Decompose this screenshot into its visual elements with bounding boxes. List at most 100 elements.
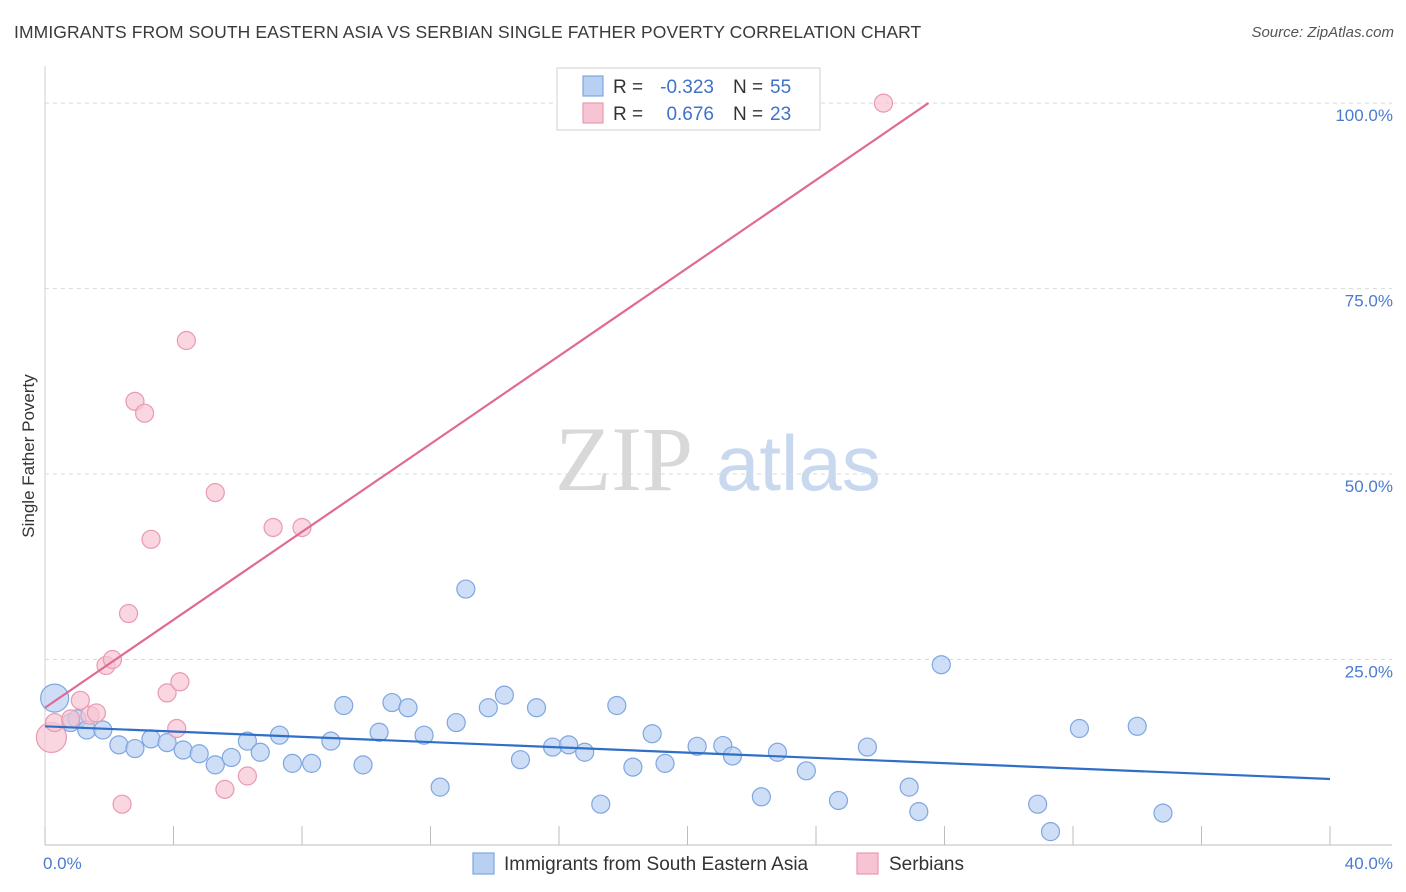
- point-blue-27: [456, 579, 476, 599]
- point-blue-49: [909, 802, 929, 822]
- x-tick-label-1: 40.0%: [1345, 854, 1393, 873]
- legend-r-value-blue: -0.323: [660, 77, 714, 98]
- point-blue-9: [173, 740, 193, 760]
- point-blue-53: [1069, 718, 1090, 739]
- legend-n-value-blue: 55: [770, 77, 791, 98]
- legend-bottom: Immigrants from South Eastern Asia Serbi…: [472, 852, 964, 875]
- point-blue-54: [1153, 803, 1173, 823]
- point-blue-50: [931, 655, 951, 675]
- legend-n-label-blue: N =: [733, 77, 763, 98]
- legend-bottom-swatch-pink: [856, 852, 879, 875]
- point-pink-5: [86, 703, 107, 723]
- point-pink-17: [205, 482, 225, 503]
- y-tick-label-2: 75.0%: [1345, 292, 1393, 311]
- point-blue-29: [494, 685, 514, 705]
- point-blue-34: [575, 742, 595, 762]
- point-blue-28: [478, 698, 498, 718]
- legend-bottom-label-blue: Immigrants from South Eastern Asia: [504, 854, 809, 875]
- point-blue-13: [237, 731, 257, 751]
- point-blue-18: [321, 731, 341, 751]
- point-blue-36: [607, 695, 627, 716]
- point-pink-20: [263, 517, 283, 538]
- point-pink-19: [237, 766, 257, 786]
- point-blue-22: [382, 692, 402, 713]
- legend-top-swatch-pink: [582, 102, 604, 124]
- watermark-zip: ZIP: [555, 408, 693, 510]
- y-tick-label-1: 50.0%: [1345, 477, 1393, 496]
- legend-r-value-pink: 0.676: [666, 104, 714, 125]
- point-pink-18: [215, 779, 235, 799]
- point-blue-16: [282, 753, 302, 773]
- y-tick-label-0: 25.0%: [1345, 663, 1393, 682]
- point-blue-37: [623, 757, 643, 777]
- point-pink-12: [141, 529, 161, 549]
- grid-lines: [45, 102, 1392, 661]
- point-pink-15: [170, 672, 190, 692]
- point-blue-0: [40, 683, 70, 713]
- point-blue-33: [559, 735, 579, 755]
- point-pink-9: [118, 603, 139, 624]
- point-blue-5: [109, 735, 129, 755]
- point-pink-13: [157, 683, 177, 703]
- legend-bottom-label-pink: Serbians: [889, 854, 964, 875]
- point-blue-25: [430, 777, 450, 797]
- point-blue-45: [796, 761, 816, 781]
- point-pink-1: [45, 712, 65, 733]
- point-blue-20: [353, 755, 373, 775]
- legend-n-label-pink: N =: [733, 104, 763, 125]
- trend-line-pink: [44, 102, 930, 709]
- point-blue-21: [369, 722, 389, 742]
- chart-title: IMMIGRANTS FROM SOUTH EASTERN ASIA VS SE…: [14, 22, 922, 42]
- point-blue-19: [334, 695, 354, 716]
- point-blue-35: [591, 794, 611, 814]
- x-tick-label-0: 0.0%: [43, 854, 82, 873]
- point-blue-44: [767, 742, 788, 762]
- y-tick-label-3: 100.0%: [1335, 106, 1393, 125]
- point-blue-46: [828, 790, 849, 811]
- point-blue-12: [221, 747, 241, 768]
- point-blue-31: [526, 698, 547, 718]
- point-blue-30: [510, 750, 531, 770]
- legend-r-label-blue: R =: [613, 77, 643, 98]
- point-blue-55: [1127, 716, 1147, 736]
- point-blue-7: [141, 729, 161, 749]
- point-blue-17: [302, 753, 322, 773]
- point-blue-43: [751, 787, 771, 807]
- legend-top-swatch-blue: [582, 75, 604, 97]
- source-label: Source: ZipAtlas.com: [1251, 24, 1394, 41]
- point-blue-11: [205, 755, 225, 775]
- point-pink-22: [873, 93, 894, 113]
- trend-line-blue: [44, 725, 1331, 781]
- legend-bottom-swatch-blue: [472, 852, 495, 875]
- point-blue-26: [446, 712, 466, 733]
- point-pink-14: [167, 718, 187, 739]
- point-blue-48: [899, 777, 919, 797]
- point-blue-52: [1040, 822, 1061, 842]
- point-blue-38: [642, 724, 662, 744]
- point-blue-14: [250, 742, 270, 762]
- watermark-atlas: atlas: [716, 419, 881, 507]
- point-blue-6: [125, 738, 145, 759]
- point-blue-42: [722, 746, 743, 766]
- trend-lines: [44, 102, 1331, 781]
- point-pink-3: [70, 690, 90, 710]
- point-pink-21: [292, 517, 312, 538]
- point-blue-24: [414, 725, 434, 745]
- point-blue-40: [687, 736, 707, 756]
- point-blue-51: [1028, 794, 1048, 814]
- legend-top: R = -0.323 N = 55 R = 0.676 N = 23: [556, 67, 821, 131]
- point-blue-47: [857, 737, 878, 757]
- point-pink-11: [134, 403, 155, 423]
- point-pink-8: [112, 794, 132, 814]
- point-blue-8: [157, 733, 177, 753]
- point-blue-10: [189, 744, 209, 764]
- point-pink-16: [176, 330, 196, 351]
- point-blue-23: [398, 698, 418, 718]
- point-pink-2: [61, 709, 81, 729]
- legend-n-value-pink: 23: [770, 104, 791, 125]
- tick-labels: 25.0% 50.0% 75.0% 100.0% 0.0% 40.0%: [43, 106, 1393, 873]
- y-axis-label: Single Father Poverty: [19, 374, 38, 538]
- axes: [44, 66, 1392, 846]
- legend-r-label-pink: R =: [613, 104, 643, 125]
